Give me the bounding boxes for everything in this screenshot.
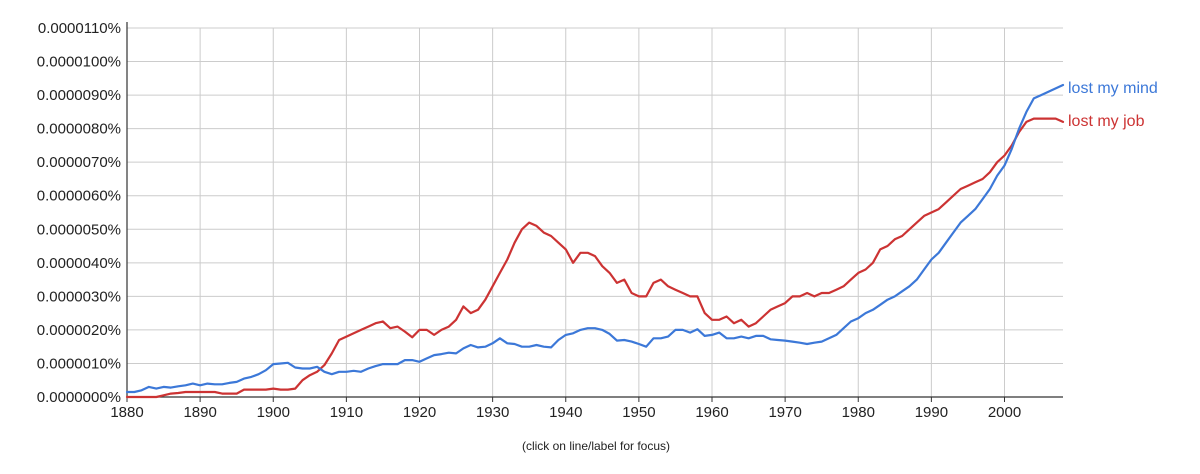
x-tick-label: 1950 xyxy=(622,404,655,421)
y-tick-label: 0.0000040% xyxy=(37,255,121,272)
x-tick-label: 1960 xyxy=(695,404,728,421)
y-tick-label: 0.0000070% xyxy=(37,154,121,171)
y-tick-label: 0.0000000% xyxy=(37,389,121,406)
x-tick-label: 1980 xyxy=(842,404,875,421)
series-label-lost-my-mind[interactable]: lost my mind xyxy=(1068,80,1158,97)
footnote-focus-hint: (click on line/label for focus) xyxy=(522,439,670,453)
y-axis-tick-labels: 0.0000000% 0.0000010% 0.0000020% 0.0000030%… xyxy=(37,20,121,406)
y-tick-label: 0.0000080% xyxy=(37,121,121,138)
x-tick-label: 1880 xyxy=(110,404,143,421)
y-tick-label: 0.0000020% xyxy=(37,322,121,339)
y-tick-label: 0.0000060% xyxy=(37,188,121,205)
y-tick-label: 0.0000010% xyxy=(37,355,121,372)
y-tick-label: 0.0000030% xyxy=(37,288,121,305)
series-labels[interactable]: lost my mind lost my job xyxy=(1068,80,1158,130)
x-tick-label: 1910 xyxy=(330,404,363,421)
series-label-lost-my-job[interactable]: lost my job xyxy=(1068,113,1145,130)
x-tick-label: 1920 xyxy=(403,404,436,421)
series-line-lost-my-mind[interactable] xyxy=(125,83,1065,394)
x-tick-label: 1970 xyxy=(768,404,801,421)
y-tick-label: 0.0000090% xyxy=(37,87,121,104)
x-tick-label: 1990 xyxy=(915,404,948,421)
y-tick-label: 0.0000050% xyxy=(37,221,121,238)
x-axis-tick-labels: 1880 1890 1900 1910 1920 1930 1940 1950 1960 1970… xyxy=(110,404,1021,421)
x-tick-label: 1900 xyxy=(257,404,290,421)
series-line-lost-my-job[interactable] xyxy=(125,117,1065,399)
x-tick-label: 1890 xyxy=(183,404,216,421)
series-lines[interactable] xyxy=(125,83,1065,399)
axes xyxy=(126,22,1063,402)
y-tick-label: 0.0000110% xyxy=(38,20,121,37)
x-tick-label: 1940 xyxy=(549,404,582,421)
x-tick-label: 2000 xyxy=(988,404,1021,421)
y-tick-label: 0.0000100% xyxy=(37,54,121,71)
x-tick-label: 1930 xyxy=(476,404,509,421)
grid-lines xyxy=(127,27,1063,397)
